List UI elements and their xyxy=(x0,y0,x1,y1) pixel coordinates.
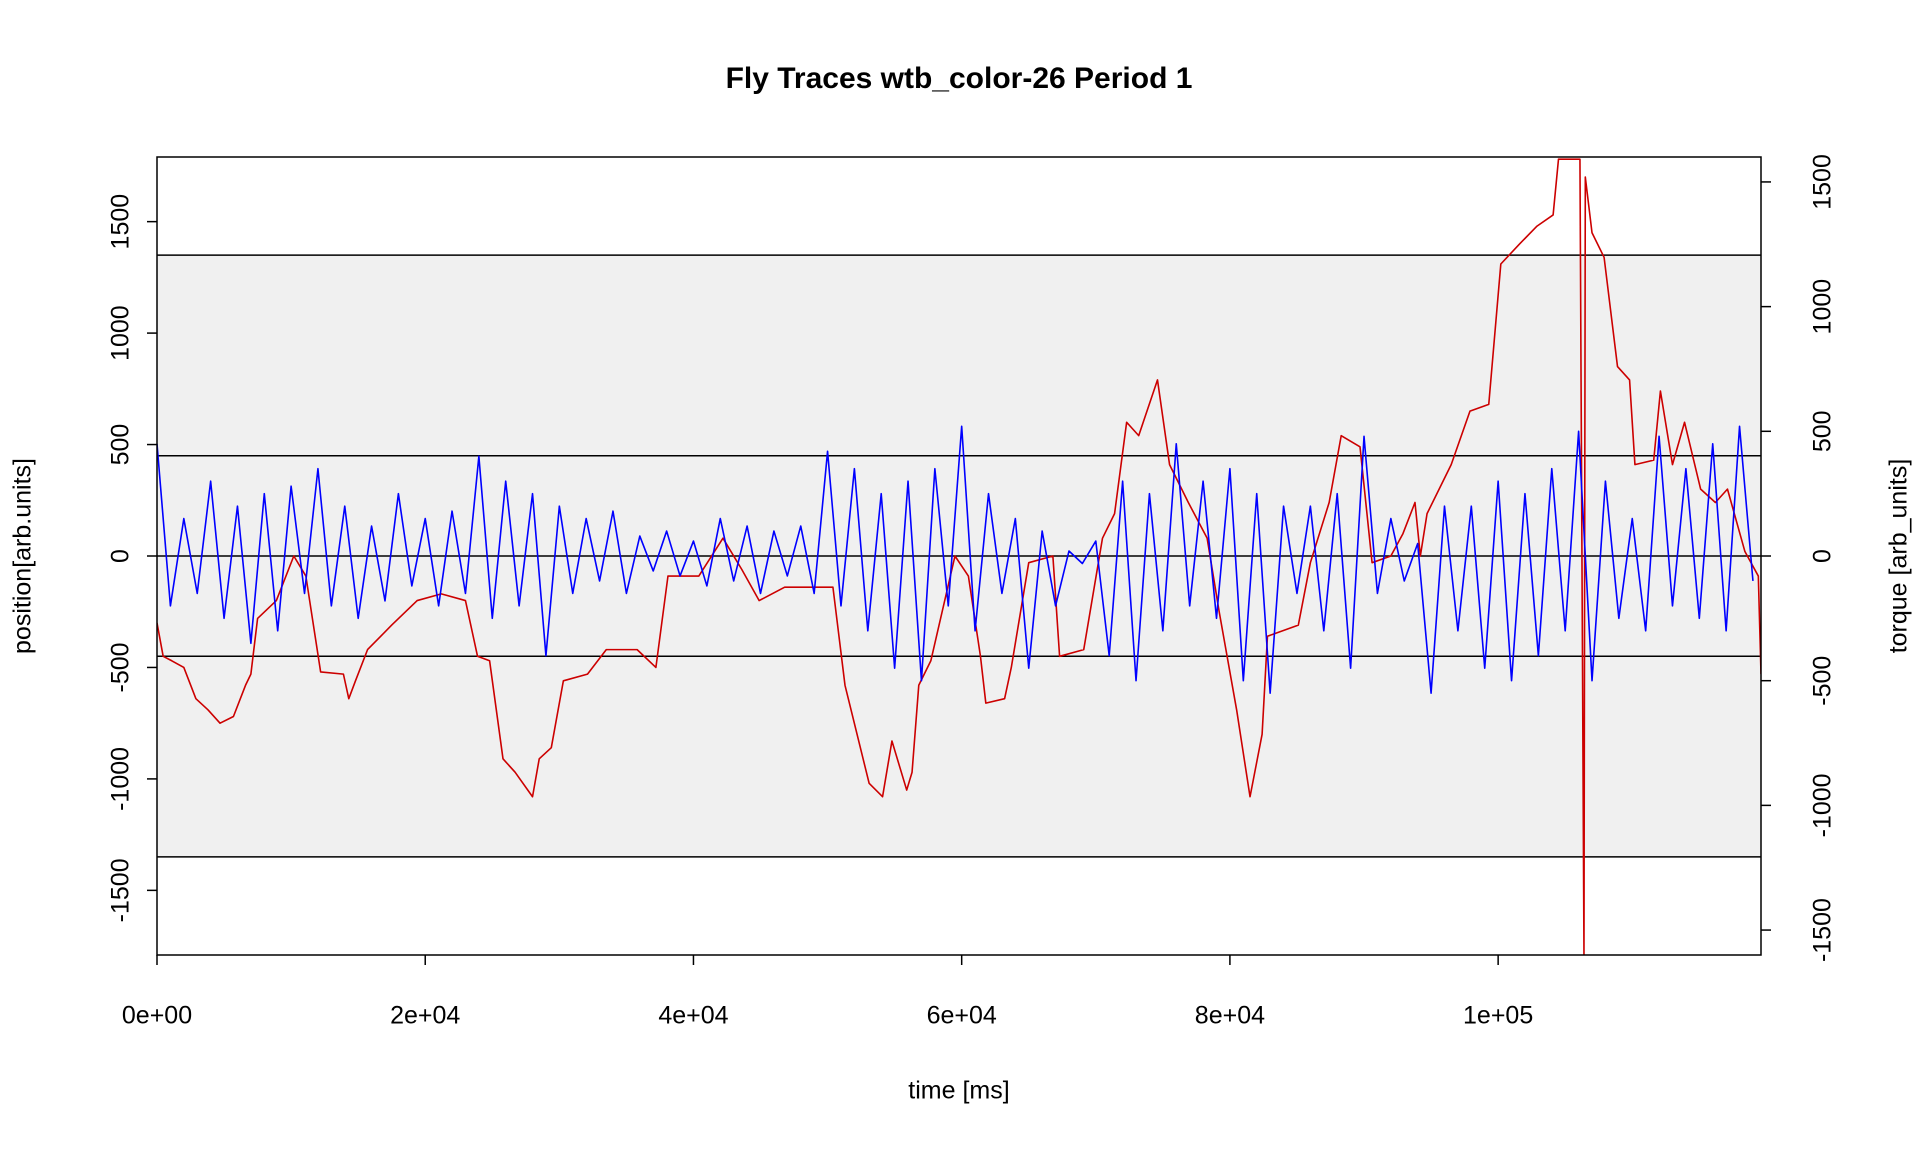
y2-tick-label: 500 xyxy=(1809,410,1837,452)
x-tick-label: 6e+04 xyxy=(927,1002,997,1030)
y-tick-label: 1500 xyxy=(107,194,135,250)
y-tick-label: -1000 xyxy=(107,747,135,811)
x-tick-label: 2e+04 xyxy=(390,1002,460,1030)
y2-tick-label: -1500 xyxy=(1809,898,1837,962)
y-axis-title: position[arb.units] xyxy=(9,458,37,654)
y-tick-label: -1500 xyxy=(107,858,135,922)
y2-tick-label: -1000 xyxy=(1809,773,1837,837)
x-tick-label: 1e+05 xyxy=(1463,1002,1533,1030)
y2-tick-label: 0 xyxy=(1809,549,1837,563)
y-tick-label: -500 xyxy=(107,642,135,692)
series-line xyxy=(157,425,1754,694)
plot-area xyxy=(157,158,1761,955)
y2-tick-label: 1500 xyxy=(1809,154,1837,210)
y-tick-label: 0 xyxy=(107,549,135,563)
x-axis-title: time [ms] xyxy=(908,1077,1009,1105)
x-tick-label: 4e+04 xyxy=(658,1002,728,1030)
x-tick-label: 8e+04 xyxy=(1195,1002,1265,1030)
series-line xyxy=(157,158,1761,955)
y-tick-label: 1000 xyxy=(107,305,135,361)
x-tick-label: 0e+00 xyxy=(122,1002,192,1030)
y2-axis-title: torque [arb_units] xyxy=(1885,459,1913,654)
y2-tick-label: 1000 xyxy=(1809,279,1837,335)
chart-title: Fly Traces wtb_color-26 Period 1 xyxy=(726,62,1193,95)
y-tick-label: 500 xyxy=(107,424,135,466)
y2-tick-label: -500 xyxy=(1809,656,1837,706)
